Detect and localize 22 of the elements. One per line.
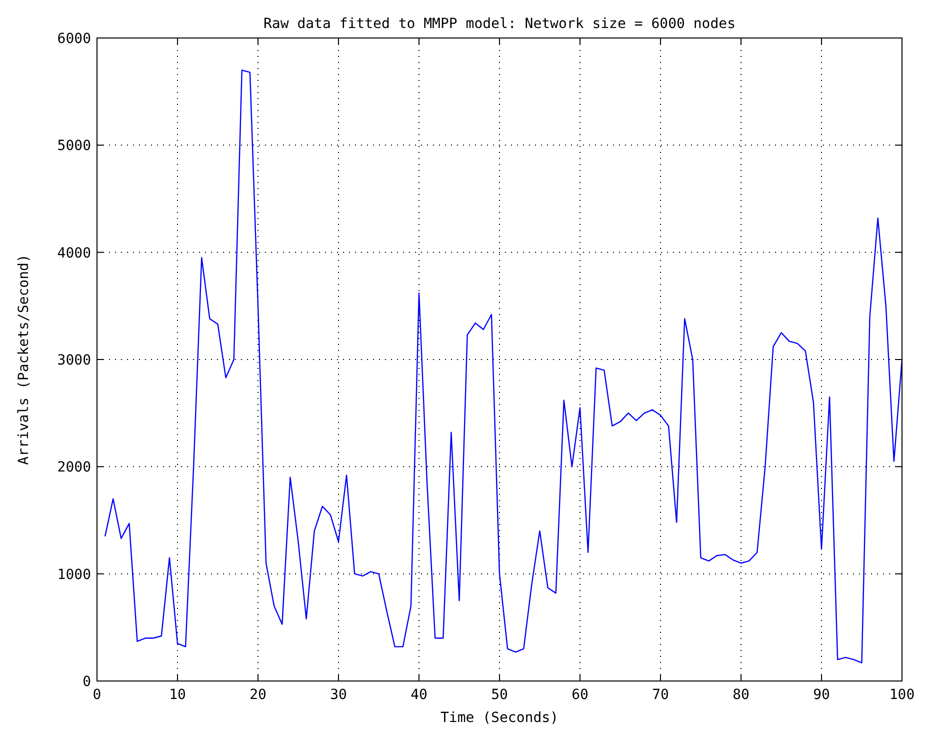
- x-tick-label: 50: [491, 687, 508, 703]
- y-tick-label: 1000: [57, 566, 91, 583]
- y-tick-label: 2000: [57, 460, 91, 476]
- x-axis-title: Time (Seconds): [440, 710, 559, 726]
- y-tick-label: 4000: [57, 245, 91, 262]
- y-axis-title: Arrivals (Packets/Second): [16, 254, 32, 465]
- line-series: [104, 70, 903, 664]
- chart-title: Raw data fitted to MMPP model: Network size = 6000 nodes: [263, 16, 736, 32]
- x-tick-label: 0: [92, 687, 102, 703]
- x-tick-label: 100: [889, 687, 915, 703]
- x-tick-label: 70: [652, 687, 669, 703]
- x-tick-label: 40: [410, 687, 428, 703]
- x-tick-label: 30: [330, 687, 347, 703]
- x-tick-label: 90: [813, 687, 830, 703]
- y-tick-label: 3000: [57, 352, 91, 368]
- x-tick-label: 10: [169, 687, 186, 703]
- x-tick-label: 60: [572, 687, 588, 703]
- y-tick-label: 0: [82, 674, 91, 690]
- x-tick-label: 20: [250, 687, 266, 703]
- x-tick-label: 80: [732, 687, 750, 703]
- y-tick-label: 6000: [57, 31, 91, 47]
- y-tick-label: 5000: [57, 138, 91, 154]
